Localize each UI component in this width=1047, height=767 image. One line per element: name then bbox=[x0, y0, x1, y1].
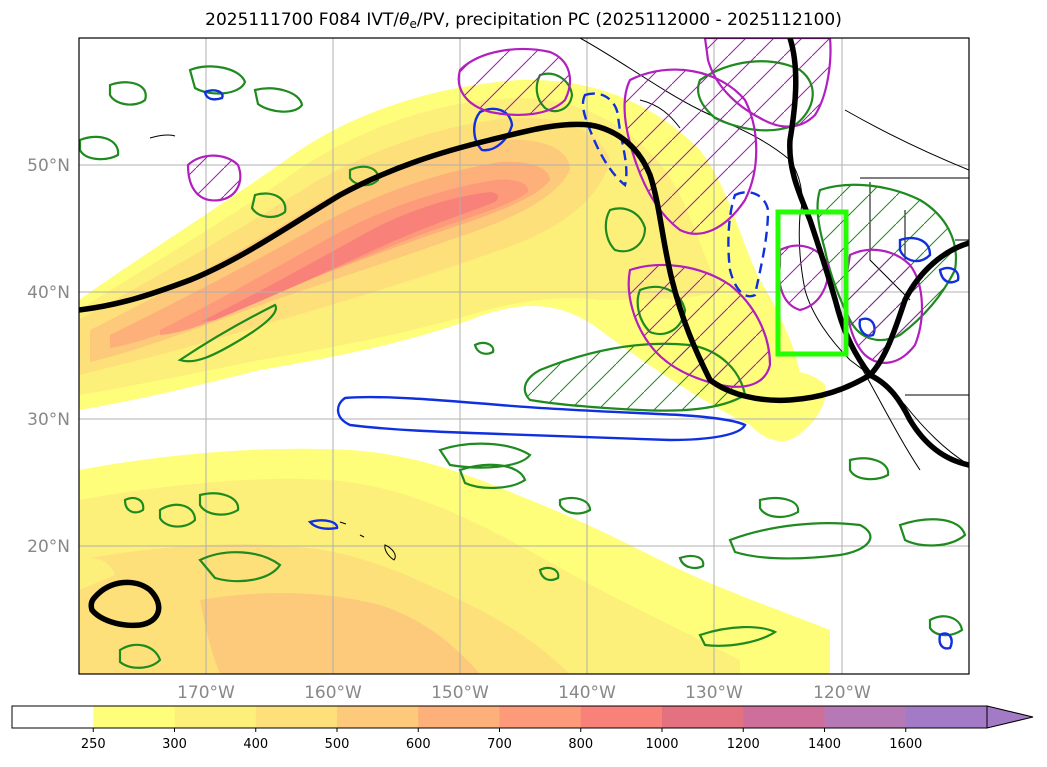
colorbar-segment bbox=[255, 706, 338, 728]
colorbar-tick-label: 800 bbox=[568, 737, 593, 752]
lon-label: 160°W bbox=[304, 683, 362, 703]
longitude-labels: 170°W 160°W 150°W 140°W 130°W 120°W bbox=[177, 683, 871, 703]
colorbar-tick-label: 700 bbox=[487, 737, 512, 752]
colorbar-segment bbox=[93, 706, 175, 728]
colorbar-segment bbox=[905, 706, 988, 728]
map-frame bbox=[78, 37, 970, 675]
pv-contour-blue bbox=[203, 89, 960, 650]
lat-label: 30°N bbox=[27, 410, 70, 430]
colorbar-segment bbox=[337, 706, 419, 728]
latitude-labels: 50°N 40°N 30°N 20°N bbox=[27, 156, 70, 557]
colorbar-tick-label: 1000 bbox=[645, 737, 678, 752]
lat-label: 20°N bbox=[27, 537, 70, 557]
map-panel bbox=[79, 38, 969, 674]
target-box-green bbox=[775, 209, 849, 357]
lon-label: 120°W bbox=[813, 683, 871, 703]
colorbar-segment bbox=[174, 706, 257, 728]
colorbar-tick-label: 1200 bbox=[727, 737, 760, 752]
lon-label: 140°W bbox=[558, 683, 616, 703]
colorbar-extend-arrow bbox=[986, 705, 1034, 729]
figure-title: 2025111700 F084 IVT/θe/PV, precipitation… bbox=[205, 10, 842, 31]
lon-label: 170°W bbox=[177, 683, 235, 703]
colorbar-tick-label: 1600 bbox=[889, 737, 922, 752]
colorbar-segment bbox=[662, 706, 744, 728]
colorbar-segment bbox=[743, 706, 825, 728]
dynamic-tropopause-black bbox=[79, 38, 969, 629]
colorbar-tick-label: 250 bbox=[81, 737, 106, 752]
colorbar-tick-label: 300 bbox=[162, 737, 187, 752]
lon-label: 150°W bbox=[431, 683, 489, 703]
colorbar-segment bbox=[580, 706, 663, 728]
colorbar: 250 300 400 500 600 700 800 1000 1200 1400 1600 bbox=[11, 705, 1034, 752]
colorbar-tick-label: 500 bbox=[325, 737, 350, 752]
lon-label: 130°W bbox=[685, 683, 743, 703]
colorbar-tick-label: 1400 bbox=[808, 737, 841, 752]
colorbar-segment bbox=[824, 706, 907, 728]
colorbar-tick-label: 600 bbox=[406, 737, 431, 752]
lat-label: 50°N bbox=[27, 156, 70, 176]
colorbar-segment bbox=[418, 706, 500, 728]
colorbar-tick-label: 400 bbox=[243, 737, 268, 752]
colorbar-segment bbox=[499, 706, 582, 728]
ivt-fill bbox=[79, 79, 830, 674]
lat-label: 40°N bbox=[27, 283, 70, 303]
colorbar-segment bbox=[12, 706, 94, 728]
